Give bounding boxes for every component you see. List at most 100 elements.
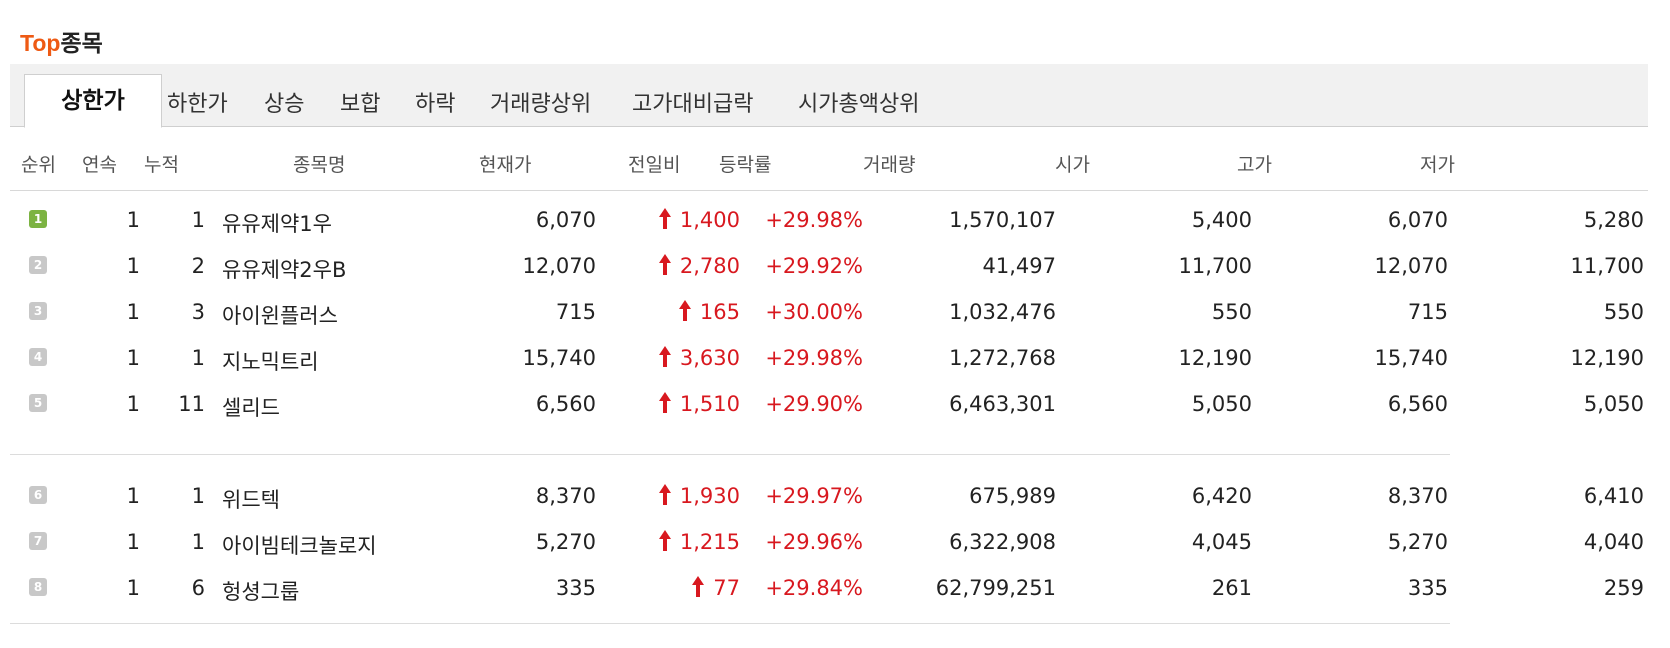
section-title: Top종목 xyxy=(20,24,103,58)
row-stock-name[interactable]: 위드텍 xyxy=(222,488,280,512)
tab-rise[interactable]: 상승 xyxy=(264,92,305,117)
row-change: 1,215 xyxy=(679,530,740,554)
row-change: 1,930 xyxy=(679,484,740,508)
up-arrow-icon xyxy=(658,484,671,505)
row-open: 550 xyxy=(1211,300,1252,324)
tab-fall[interactable]: 하락 xyxy=(415,92,456,117)
tab-market-cap-top[interactable]: 시가총액상위 xyxy=(798,92,920,117)
row-cumulative: 1 xyxy=(191,484,205,508)
row-rate: +29.97% xyxy=(765,484,863,508)
row-low: 5,280 xyxy=(1583,208,1644,232)
row-cumulative: 3 xyxy=(191,300,205,324)
row-stock-name[interactable]: 셀리드 xyxy=(222,396,280,420)
table-header: 순위 연속 누적 종목명 현재가 전일비 등락률 거래량 시가 고가 저가 xyxy=(10,148,1648,191)
row-change: 77 xyxy=(713,576,740,600)
table-row[interactable]: 5 1 11 셀리드 6,560 1,510 +29.90% 6,463,301 5,050 6,… xyxy=(10,384,1670,430)
up-arrow-icon xyxy=(658,254,671,275)
row-high: 5,270 xyxy=(1387,530,1448,554)
row-rate: +29.96% xyxy=(765,530,863,554)
row-volume: 6,322,908 xyxy=(949,530,1056,554)
col-rate: 등락률 xyxy=(719,154,772,176)
row-consecutive: 1 xyxy=(126,484,140,508)
table-row[interactable]: 3 1 3 아이윈플러스 715 165 +30.00% 1,032,476 550 715 550 xyxy=(10,292,1670,338)
row-volume: 62,799,251 xyxy=(935,576,1056,600)
row-change: 1,400 xyxy=(679,208,740,232)
col-name: 종목명 xyxy=(293,154,346,176)
row-stock-name[interactable]: 지노믹트리 xyxy=(222,350,319,374)
up-arrow-icon xyxy=(678,300,691,321)
col-price: 현재가 xyxy=(479,154,532,176)
row-volume: 6,463,301 xyxy=(949,392,1056,416)
up-arrow-icon xyxy=(658,346,671,367)
up-arrow-icon xyxy=(658,208,671,229)
row-high: 12,070 xyxy=(1374,254,1448,278)
row-current-price: 6,560 xyxy=(535,392,596,416)
table-row[interactable]: 2 1 2 유유제약2우B 12,070 2,780 +29.92% 41,497 11,700… xyxy=(10,246,1670,292)
row-consecutive: 1 xyxy=(126,346,140,370)
row-current-price: 6,070 xyxy=(535,208,596,232)
row-rate: +30.00% xyxy=(765,300,863,324)
table-row[interactable]: 7 1 1 아이빔테크놀로지 5,270 1,215 +29.96% 6,322,908 4,0… xyxy=(10,522,1670,568)
tab-unchanged[interactable]: 보합 xyxy=(340,92,381,117)
row-change: 165 xyxy=(699,300,740,324)
row-volume: 675,989 xyxy=(969,484,1056,508)
row-rate: +29.98% xyxy=(765,346,863,370)
row-low: 12,190 xyxy=(1570,346,1644,370)
col-cumulative: 누적 xyxy=(144,154,179,176)
table-row[interactable]: 1 1 1 유유제약1우 6,070 1,400 +29.98% 1,570,107 5,400… xyxy=(10,200,1670,246)
row-volume: 1,570,107 xyxy=(949,208,1056,232)
row-current-price: 12,070 xyxy=(522,254,596,278)
up-arrow-icon xyxy=(692,576,705,597)
col-consecutive: 연속 xyxy=(82,154,117,176)
row-high: 335 xyxy=(1407,576,1448,600)
tab-upper-limit[interactable]: 상한가 xyxy=(24,74,162,128)
row-volume: 1,272,768 xyxy=(949,346,1056,370)
rank-badge: 8 xyxy=(29,578,47,596)
tab-drop-from-high[interactable]: 고가대비급락 xyxy=(632,92,754,117)
row-rate: +29.90% xyxy=(765,392,863,416)
row-high: 715 xyxy=(1407,300,1448,324)
row-cumulative: 1 xyxy=(191,346,205,370)
rank-badge: 5 xyxy=(29,394,47,412)
tab-volume-top[interactable]: 거래량상위 xyxy=(490,92,592,117)
col-open: 시가 xyxy=(1055,154,1090,176)
col-volume: 거래량 xyxy=(863,154,916,176)
row-open: 5,400 xyxy=(1191,208,1252,232)
row-group-divider xyxy=(10,454,1450,455)
row-consecutive: 1 xyxy=(126,392,140,416)
section-title-accent: Top xyxy=(20,30,61,56)
rank-badge: 2 xyxy=(29,256,47,274)
row-low: 4,040 xyxy=(1583,530,1644,554)
row-open: 6,420 xyxy=(1191,484,1252,508)
row-high: 6,070 xyxy=(1387,208,1448,232)
up-arrow-icon xyxy=(658,530,671,551)
row-stock-name[interactable]: 아이윈플러스 xyxy=(222,304,338,328)
row-cumulative: 2 xyxy=(191,254,205,278)
row-consecutive: 1 xyxy=(126,208,140,232)
row-open: 5,050 xyxy=(1191,392,1252,416)
col-change: 전일비 xyxy=(628,154,681,176)
table-row[interactable]: 4 1 1 지노믹트리 15,740 3,630 +29.98% 1,272,768 12,19… xyxy=(10,338,1670,384)
row-rate: +29.92% xyxy=(765,254,863,278)
row-low: 5,050 xyxy=(1583,392,1644,416)
col-low: 저가 xyxy=(1420,154,1455,176)
row-stock-name[interactable]: 헝셩그룹 xyxy=(222,580,300,604)
table-row[interactable]: 8 1 6 헝셩그룹 335 77 +29.84% 62,799,251 261 335 259 xyxy=(10,568,1670,614)
tab-lower-limit[interactable]: 하한가 xyxy=(167,92,228,117)
row-consecutive: 1 xyxy=(126,530,140,554)
row-stock-name[interactable]: 유유제약2우B xyxy=(222,258,347,282)
row-low: 259 xyxy=(1603,576,1644,600)
row-consecutive: 1 xyxy=(126,300,140,324)
row-current-price: 15,740 xyxy=(522,346,596,370)
row-stock-name[interactable]: 아이빔테크놀로지 xyxy=(222,534,377,558)
row-stock-name[interactable]: 유유제약1우 xyxy=(222,212,332,236)
rank-badge: 1 xyxy=(29,210,47,228)
section-title-rest: 종목 xyxy=(60,31,103,57)
table-row[interactable]: 6 1 1 위드텍 8,370 1,930 +29.97% 675,989 6,420 8,370… xyxy=(10,476,1670,522)
rank-badge: 6 xyxy=(29,486,47,504)
rank-badge: 3 xyxy=(29,302,47,320)
row-high: 6,560 xyxy=(1387,392,1448,416)
row-change: 1,510 xyxy=(679,392,740,416)
row-current-price: 715 xyxy=(555,300,596,324)
row-current-price: 5,270 xyxy=(535,530,596,554)
